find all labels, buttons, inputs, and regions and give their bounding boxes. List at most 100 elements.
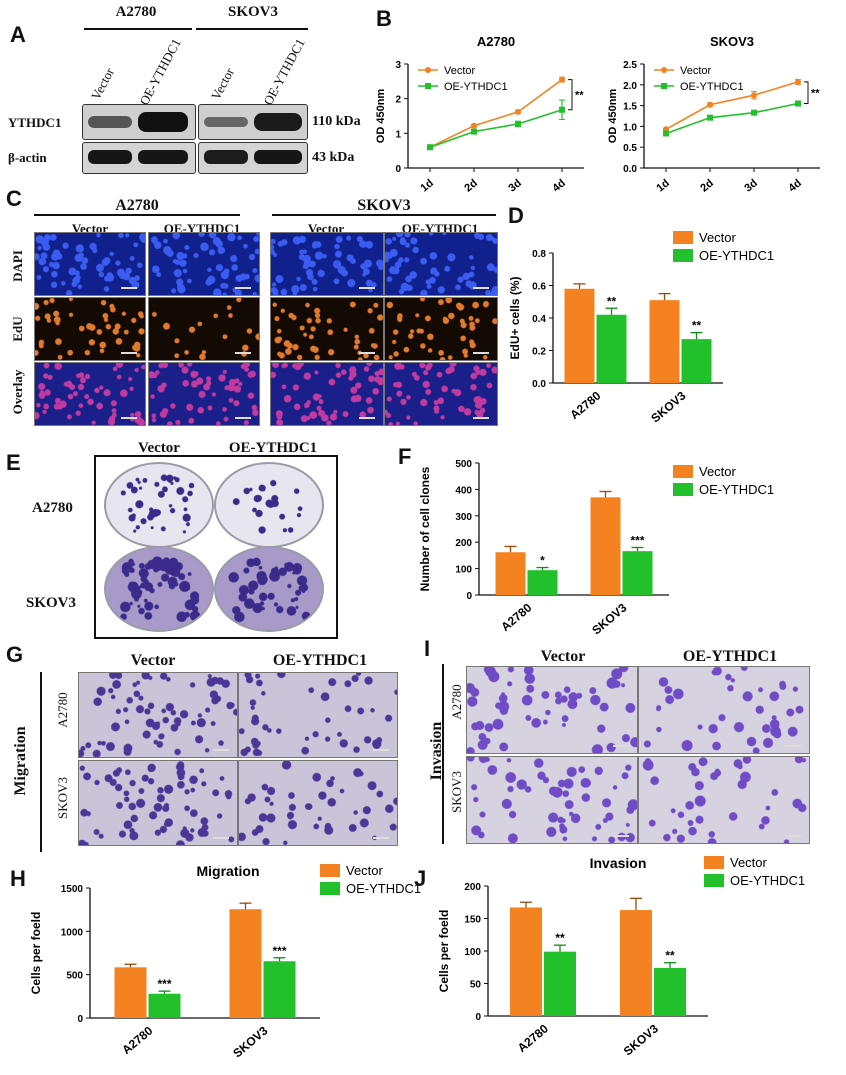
scale-bar: [473, 417, 489, 419]
migration-image: [78, 760, 238, 846]
protein-label-ythdc1: YTHDC1: [8, 115, 62, 130]
scale-bar: [235, 352, 251, 354]
x-tick-label: A2780: [515, 1021, 551, 1055]
fluorescence-image: [270, 232, 384, 296]
colony-plate: [104, 462, 214, 548]
legend-swatch: [673, 483, 693, 496]
invasion-image: [638, 666, 810, 754]
y-tick-label: 300: [455, 512, 472, 523]
bar: [114, 967, 147, 1018]
blot-band: [88, 150, 132, 164]
invasion-col-label: OE-YTHDC1: [682, 648, 778, 665]
chart-title: A2780: [477, 34, 515, 49]
y-tick-label: 100: [455, 565, 472, 576]
y-tick-label: 2.5: [623, 60, 637, 71]
legend-swatch: [320, 882, 340, 895]
bar-chart-edu: 0.0 0.2 0.4 0.6 0.8 EdU+ cells (%) ** A2780 ** SK…: [508, 230, 774, 425]
legend-label: OE-YTHDC1: [444, 81, 508, 93]
scale-bar: [359, 417, 375, 419]
protein-label-actin: β-actin: [8, 150, 47, 165]
scale-bar: [373, 837, 389, 839]
lane-label: OE-YTHDC1: [260, 36, 308, 108]
blot-band: [254, 113, 302, 131]
migration-image: [78, 672, 238, 758]
blot-header-rule: [196, 28, 308, 30]
x-tick-label: A2780: [119, 1023, 155, 1057]
migration-col-label: OE-YTHDC1: [272, 652, 368, 669]
fluorescence-image: [270, 362, 384, 426]
fluorescence-image: [34, 297, 146, 361]
significance-bracket: [568, 79, 573, 111]
lane-label: OE-YTHDC1: [136, 36, 184, 108]
bar: [649, 300, 680, 383]
scale-bar: [785, 745, 801, 747]
fluorescence-image: [148, 362, 260, 426]
y-tick-label: 0.2: [532, 347, 546, 358]
grid-row-label: EdU: [10, 316, 25, 342]
y-axis-label: OD 450nm: [375, 89, 387, 144]
y-axis-label: Cells per foeld: [437, 910, 451, 993]
plate-col-label: Vector: [138, 440, 180, 456]
bar: [620, 910, 652, 1016]
blot-header-skov3: SKOV3: [227, 4, 278, 20]
x-tick-label: SKOV3: [230, 1023, 270, 1060]
scale-bar: [121, 417, 137, 419]
legend-label: OE-YTHDC1: [699, 248, 774, 263]
panel-label-i: I: [424, 636, 431, 661]
legend-swatch: [704, 874, 724, 887]
x-tick-label: 1d: [418, 177, 436, 194]
y-tick-label: 2.0: [623, 81, 637, 92]
data-point: [795, 78, 801, 85]
migration-image: [238, 760, 398, 846]
blot-band: [138, 112, 188, 132]
data-point: [751, 92, 757, 99]
panel-label-e: E: [6, 450, 21, 475]
series-line: [429, 108, 563, 148]
colony-plate: [214, 462, 324, 548]
y-tick-label: 0.4: [532, 314, 546, 325]
y-axis-label: Number of cell clones: [418, 466, 432, 591]
legend-label: Vector: [699, 464, 737, 479]
y-tick-label: 100: [464, 947, 481, 958]
data-point: [515, 120, 521, 127]
significance-mark: ***: [157, 977, 171, 991]
y-axis-label: EdU+ cells (%): [508, 276, 522, 359]
panel-label-a: A: [10, 22, 26, 47]
x-tick-label: 4d: [786, 177, 804, 194]
plate-row-label: SKOV3: [26, 595, 77, 611]
fluorescence-image: [148, 232, 260, 296]
scale-bar: [373, 749, 389, 751]
scale-bar: [613, 835, 629, 837]
data-point: [559, 106, 565, 113]
fluorescence-image: [148, 297, 260, 361]
significance-mark: **: [665, 949, 675, 963]
blot-header-a2780: A2780: [115, 4, 157, 20]
scale-bar: [121, 287, 137, 289]
invasion-col-label: Vector: [540, 648, 586, 665]
legend-label: OE-YTHDC1: [699, 482, 774, 497]
y-tick-label: 0: [395, 164, 401, 175]
y-tick-label: 0.6: [532, 282, 546, 293]
significance-bracket: [804, 81, 809, 105]
chart-title: Invasion: [590, 855, 647, 871]
y-axis-label: OD 450nm: [607, 89, 619, 144]
y-tick-label: 200: [464, 882, 481, 893]
legend-marker: [425, 83, 431, 89]
y-tick-label: 3: [395, 60, 401, 71]
invasion-side-label: Invasion: [428, 721, 445, 781]
bar: [654, 967, 686, 1016]
scale-bar: [359, 352, 375, 354]
migration-row-label: A2780: [55, 692, 70, 728]
y-tick-label: 50: [470, 980, 482, 991]
x-tick-label: SKOV3: [589, 600, 629, 637]
legend-label: Vector: [699, 230, 737, 245]
lane-label: Vector: [87, 65, 118, 103]
y-tick-label: 400: [455, 485, 472, 496]
legend-marker: [661, 67, 667, 73]
migration-col-label: Vector: [130, 652, 176, 669]
invasion-row-label: SKOV3: [449, 771, 464, 813]
y-axis-label: Cells per foeld: [29, 912, 43, 995]
legend-label: Vector: [444, 65, 476, 77]
scale-bar: [213, 749, 229, 751]
bar: [596, 314, 627, 383]
